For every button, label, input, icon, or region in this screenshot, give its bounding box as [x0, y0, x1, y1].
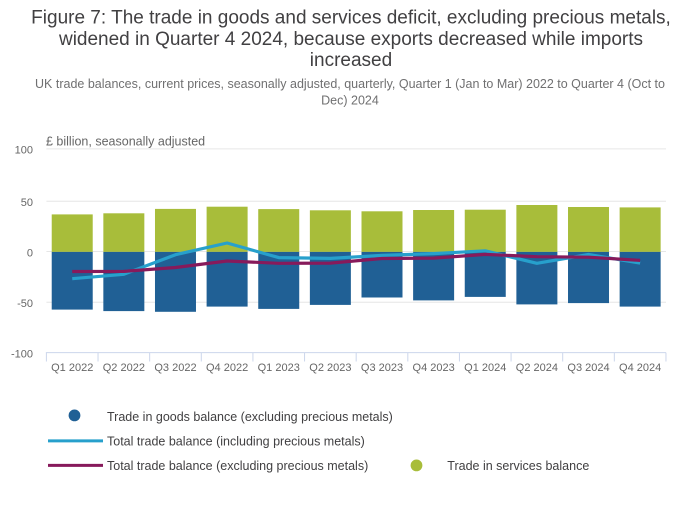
svg-text:Q1 2024: Q1 2024: [464, 362, 506, 374]
svg-text:Q2 2022: Q2 2022: [103, 362, 145, 374]
svg-text:0: 0: [27, 247, 33, 259]
svg-text:UK trade balances, current pri: UK trade balances, current prices, seaso…: [35, 77, 665, 91]
svg-text:Q4 2024: Q4 2024: [619, 362, 661, 374]
svg-text:Trade in goods balance (exclud: Trade in goods balance (excluding precio…: [107, 410, 393, 424]
svg-text:Q3 2022: Q3 2022: [154, 362, 196, 374]
svg-text:Q3 2023: Q3 2023: [361, 362, 403, 374]
svg-text:Q3 2024: Q3 2024: [567, 362, 609, 374]
svg-text:Q1 2023: Q1 2023: [258, 362, 300, 374]
svg-text:Trade in services balance: Trade in services balance: [447, 459, 589, 473]
svg-text:widened in Quarter 4 2024, bec: widened in Quarter 4 2024, because expor…: [58, 29, 643, 50]
svg-text:Q4 2023: Q4 2023: [413, 362, 455, 374]
svg-text:Q4 2022: Q4 2022: [206, 362, 248, 374]
svg-text:50: 50: [21, 197, 33, 209]
svg-text:-50: -50: [17, 298, 33, 310]
svg-text:Figure 7: The trade in goods a: Figure 7: The trade in goods and service…: [31, 8, 671, 29]
svg-text:£ billion, seasonally adjusted: £ billion, seasonally adjusted: [46, 135, 205, 149]
svg-text:Q2 2024: Q2 2024: [516, 362, 558, 374]
svg-text:-100: -100: [11, 348, 33, 360]
svg-text:Q1 2022: Q1 2022: [51, 362, 93, 374]
svg-text:Q2 2023: Q2 2023: [309, 362, 351, 374]
svg-text:100: 100: [15, 145, 33, 157]
svg-text:Total trade balance (excluding: Total trade balance (excluding precious …: [107, 459, 368, 473]
svg-text:Total trade balance (including: Total trade balance (including precious …: [107, 434, 365, 448]
svg-text:Dec) 2024: Dec) 2024: [321, 94, 379, 108]
svg-text:increased: increased: [310, 50, 392, 71]
